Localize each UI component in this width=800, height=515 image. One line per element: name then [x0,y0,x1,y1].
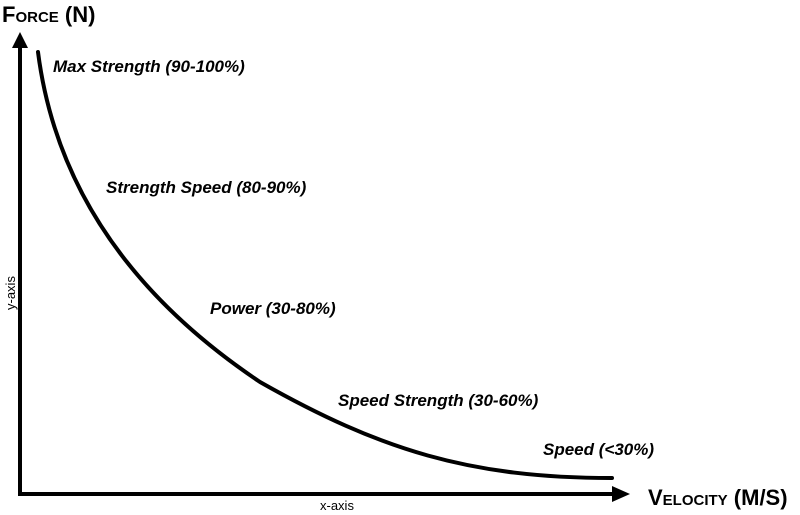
x-axis-title: Velocity (M/S) [648,485,788,510]
zone-label-speed: Speed (<30%) [543,440,654,459]
force-velocity-curve [36,50,614,480]
zone-label-speed-strength: Speed Strength (30-60%) [338,391,539,410]
x-axis-sublabel: x-axis [320,498,354,513]
zone-label-strength-speed: Strength Speed (80-90%) [106,178,307,197]
x-axis-arrowhead [612,486,630,502]
zone-label-max-strength: Max Strength (90-100%) [53,57,245,76]
y-axis-arrowhead [12,32,28,48]
zone-label-power: Power (30-80%) [210,299,336,318]
y-axis-title: Force (N) [2,2,95,27]
y-axis-sublabel: y-axis [3,276,18,310]
